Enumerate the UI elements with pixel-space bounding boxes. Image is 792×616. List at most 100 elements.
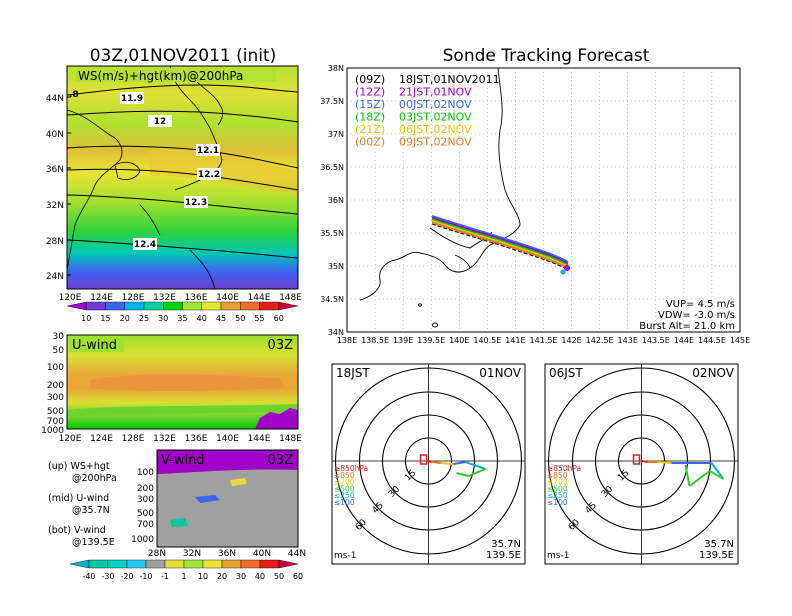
lon-tick-label: 136E — [185, 293, 208, 303]
tracker-lon-label: 141.5E — [530, 336, 558, 345]
ws-colorbar-swatch — [182, 301, 202, 311]
lon-tick-label: 124E — [90, 293, 113, 303]
sonde-track — [431, 216, 569, 265]
ws-colorbar-label: 25 — [139, 314, 149, 323]
tracker-lat-label: 34.5N — [320, 295, 344, 304]
contour-label-bg — [196, 144, 220, 156]
uwind-level-label: 50 — [53, 346, 65, 356]
hodograph-segment — [431, 461, 441, 464]
contour-label-text: 12.1 — [197, 146, 219, 156]
contour-label: 12.2 — [197, 168, 221, 180]
v-colorbar-label: 50 — [274, 572, 284, 581]
tracker-lon-label: 138E — [337, 336, 357, 345]
ws-colorbar-swatch — [105, 301, 125, 311]
tracker-legend: (09Z) 18JST,01NOV2011 (12Z) 21JST,01NOV (15Z… — [355, 73, 500, 149]
hodograph-segment — [684, 464, 691, 487]
hodograph-segment — [688, 470, 711, 487]
uwind-label-box — [69, 337, 124, 352]
v-colorbar-label: 20 — [217, 572, 227, 581]
tracker-lat-label: 38N — [328, 64, 344, 73]
vwind-cell-2 — [170, 518, 188, 527]
contour-label: 12.1 — [196, 144, 220, 156]
hodograph-level-key: ≥850hPa — [334, 464, 368, 473]
contour-label-bg — [120, 92, 144, 104]
ws-colorbar-swatch — [124, 301, 145, 311]
vwind-frame — [156, 449, 299, 548]
hodograph-lon: 139.5E — [486, 550, 521, 561]
vwind-lat-label: 36N — [218, 549, 236, 559]
tracker-lat-label: 37N — [328, 130, 344, 139]
map-label: WS(m/s)+hgt(km)@200hPa — [78, 69, 243, 83]
hodograph-segment — [465, 461, 486, 470]
hodograph-level-key: ≤700 — [547, 478, 568, 487]
contour-label-text: 12 — [154, 117, 167, 127]
tracker-lon-label: 145E — [730, 336, 750, 345]
sonde-track — [431, 219, 569, 268]
lon-tick-label: 140E — [216, 293, 239, 303]
ws-colorbar-label: 40 — [197, 314, 207, 323]
ws-colorbar: 10 15 20 25 30 35 40 45 50 55 60 — [66, 301, 299, 323]
hodograph-surface-mark — [632, 454, 641, 465]
vwind-level-label: 1000 — [131, 535, 154, 545]
tracker-lat-label: 34N — [328, 328, 344, 337]
lat-tick-label: 24N — [46, 272, 64, 282]
tracker-legend-code: (18Z) — [355, 111, 385, 124]
uwind-terrain — [255, 408, 298, 429]
uwind-level-label: 300 — [47, 393, 64, 403]
ws-map-frame — [66, 65, 299, 290]
lon-tick-label: 144E — [248, 293, 271, 303]
contour-label-bg — [148, 115, 172, 127]
ws-colorbar-swatch — [259, 301, 279, 311]
contour-label: 12.4 — [133, 238, 157, 250]
uwind-level-label: 1000 — [41, 426, 64, 436]
panel-legend: (up) WS+hgt@200hPa (mid) U-wind@35.7N (bot… — [48, 461, 117, 548]
contour-label-text: 12.3 — [185, 198, 207, 208]
sonde-track — [431, 218, 569, 267]
lat-tick-label: 36N — [46, 165, 64, 175]
hodograph-lon: 139.5E — [699, 550, 734, 561]
hodograph-lat: 35.7N — [491, 539, 521, 550]
tracker-lon-label: 142.5E — [586, 336, 614, 345]
v-colorbar-label: 10 — [198, 572, 208, 581]
tracker-legend-code: (15Z) — [355, 98, 385, 111]
hodograph-time: 18JST — [336, 366, 370, 380]
tracker-lon-label: 140E — [449, 336, 469, 345]
tracker-lon-label: 141E — [505, 336, 525, 345]
tracker-legend-time: 21JST,01NOV — [399, 86, 472, 99]
legend-line: (bot) V-wind — [48, 525, 106, 536]
legend-line-sub: @139.5E — [72, 537, 115, 548]
ws-colorbar-swatch — [163, 301, 183, 311]
ws-map-bright-patch — [150, 147, 298, 195]
hodograph-level-key: ≤500 — [547, 484, 568, 493]
contour-label-text: 12.2 — [198, 170, 220, 180]
vwind-cell-1 — [195, 495, 220, 503]
hodograph-segment — [453, 461, 466, 465]
uwind-lon-label: 144E — [248, 434, 271, 444]
uwind-lon-ticks: 120E 124E 128E 132E 136E 140E 144E 148E — [59, 434, 303, 444]
hodograph-date: 02NOV — [692, 366, 734, 380]
ws-colorbar-label: 15 — [100, 314, 110, 323]
ws-colorbar-swatch — [201, 301, 222, 311]
uwind-level-label: 700 — [47, 417, 64, 427]
sonde-track — [431, 221, 569, 270]
left-title: 03Z,01NOV2011 (init) — [90, 46, 277, 66]
v-colorbar-swatch — [69, 559, 90, 569]
tracker-legend-time: 09JST,02NOV — [399, 136, 472, 149]
uwind-lon-label: 148E — [279, 434, 302, 444]
v-colorbar-swatch — [145, 559, 166, 569]
hodograph-segment — [428, 460, 432, 463]
contour-label-bg — [133, 238, 157, 250]
ws-colorbar-swatch — [86, 301, 106, 311]
uwind-frame — [66, 334, 299, 430]
ws-colorbar-swatch — [240, 301, 260, 311]
uwind-level-label: 200 — [47, 381, 64, 391]
legend-line-sub: @200hPa — [72, 473, 117, 484]
tracker-lon-ticks: 138E 138.5E 139E 139.5E 140E 140.5E 141E 141.5E… — [337, 336, 750, 345]
tracker-lat-label: 37.5N — [320, 97, 344, 106]
v-colorbar-swatch — [126, 559, 147, 569]
tracker-lon-label: 144E — [674, 336, 694, 345]
uwind-lon-label: 124E — [90, 434, 113, 444]
ws-colorbar-swatch — [143, 301, 164, 311]
